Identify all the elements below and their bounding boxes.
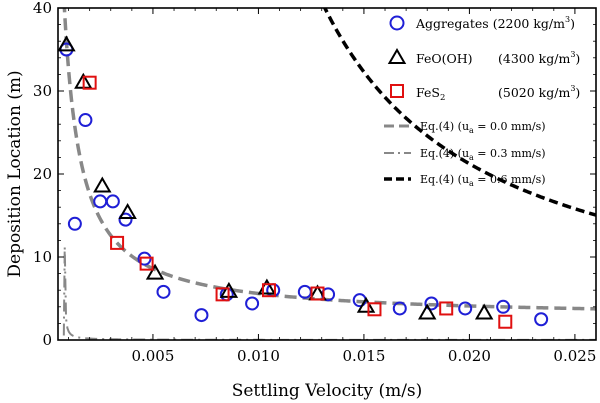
- point-circle: [392, 301, 407, 316]
- legend: Aggregates (2200 kg/m3) FeO(OH) (4300 kg…: [384, 15, 580, 188]
- y-tick-label: 40: [33, 0, 52, 17]
- point-circle: [67, 216, 82, 231]
- point-circle: [245, 296, 260, 311]
- point-square: [261, 283, 276, 298]
- x-tick-label: 0.010: [237, 347, 280, 365]
- point-triangle: [474, 303, 494, 320]
- point-square: [82, 75, 97, 90]
- point-triangle: [93, 176, 112, 193]
- point-square: [110, 235, 125, 250]
- point-triangle: [145, 263, 165, 280]
- point-circle: [156, 284, 171, 299]
- y-tick-label: 20: [33, 165, 52, 183]
- plot-background: [58, 8, 596, 340]
- point-circle: [118, 212, 133, 227]
- x-axis-label: Settling Velocity (m/s): [232, 381, 423, 401]
- point-circle: [105, 194, 120, 209]
- legend-label-ua-0-0: Eq.(4) (ua = 0.0 mm/s): [420, 120, 546, 135]
- point-square: [215, 287, 230, 302]
- point-square: [439, 301, 454, 316]
- point-triangle: [57, 35, 76, 52]
- x-tick-label: 0.005: [131, 347, 174, 365]
- legend-label-aggregates: Aggregates (2200 kg/m3): [415, 15, 575, 31]
- point-circle: [78, 113, 93, 128]
- data-points: [57, 35, 549, 329]
- point-circle: [194, 308, 209, 323]
- x-tick-label: 0.015: [342, 347, 385, 365]
- point-triangle: [118, 203, 137, 220]
- axis-ticks: 0.005 0.010 0.015 0.020 0.025 0 10 20 30 40: [33, 0, 596, 365]
- point-square: [139, 256, 154, 271]
- y-tick-label: 0: [42, 331, 52, 349]
- legend-marker-feooh: [387, 47, 407, 64]
- y-tick-label: 10: [33, 248, 52, 266]
- legend-density-fes2: (5020 kg/m3): [498, 84, 580, 100]
- legend-density-feooh: (4300 kg/m3): [498, 50, 580, 66]
- point-circle: [534, 312, 549, 327]
- y-tick-label: 30: [33, 82, 52, 100]
- legend-label-feooh: FeO(OH): [416, 51, 473, 66]
- point-circle: [458, 301, 473, 316]
- y-axis-label: Deposition Location (m): [5, 70, 25, 277]
- x-tick-label: 0.020: [448, 347, 491, 365]
- point-circle: [424, 296, 439, 311]
- legend-label-ua-0-3: Eq.(4) (ua = 0.3 mm/s): [420, 147, 546, 162]
- point-triangle: [417, 303, 437, 320]
- x-tick-label: 0.025: [553, 347, 596, 365]
- point-square: [310, 286, 325, 301]
- point-circle: [496, 299, 511, 314]
- point-circle: [137, 251, 152, 266]
- legend-marker-fes2: [390, 84, 404, 98]
- legend-label-ua-0-6: Eq.(4) (ua = 0.6 mm/s): [420, 173, 546, 188]
- curve-line-2: [322, 8, 596, 217]
- legend-marker-aggregates: [389, 15, 405, 31]
- point-square: [498, 314, 513, 329]
- point-triangle: [356, 296, 376, 313]
- legend-label-fes2: FeS2: [416, 85, 445, 103]
- point-square: [367, 302, 382, 317]
